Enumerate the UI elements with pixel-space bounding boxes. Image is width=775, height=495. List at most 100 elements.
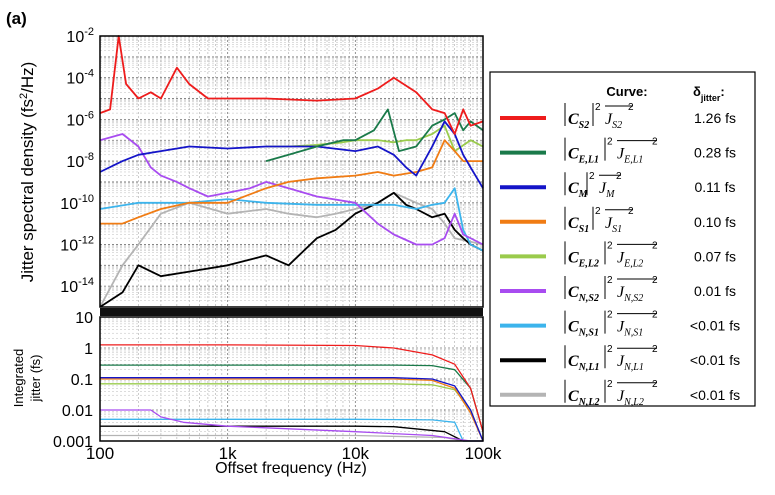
legend-spectrum-sq: 2 — [616, 171, 622, 182]
legend-coef-sub: S2 — [579, 120, 590, 131]
legend-spectrum-sq: 2 — [652, 137, 658, 148]
legend-spectrum: JS2 — [605, 111, 622, 131]
top-y-tick-exp: -14 — [78, 276, 94, 288]
top-y-tick-label: 10-2 — [66, 26, 94, 46]
bottom-series-CS2 — [100, 344, 484, 432]
x-tick-label: 1k — [219, 444, 237, 463]
legend-coef-sq: 2 — [595, 206, 601, 217]
top-ylabel-sup: 2 — [18, 93, 30, 99]
legend-spectrum-sq: 2 — [652, 240, 658, 251]
top-series-CEL1 — [265, 108, 484, 162]
bottom-series-CEL2 — [100, 383, 484, 442]
legend-coef-sub: S1 — [579, 224, 590, 235]
bottom-y-tick-label: 1 — [84, 341, 93, 358]
top-y-tick-label: 10-4 — [66, 68, 94, 88]
legend-coef-sq: 2 — [607, 137, 613, 148]
top-y-tick-base: 10 — [66, 154, 84, 171]
legend-spectrum: JM — [599, 180, 615, 200]
axis-break-bar — [100, 308, 483, 316]
legend-coef-sub: N,S2 — [578, 293, 599, 304]
x-tick-label: 100 — [86, 444, 114, 463]
legend-spectrum-sub: N,L2 — [623, 397, 644, 408]
legend-coef-sub: E,L1 — [578, 155, 599, 166]
top-y-tick-exp: -12 — [78, 234, 94, 246]
legend-spectrum: JN,S1 — [617, 319, 643, 339]
legend-spectrum: JN,S2 — [617, 284, 643, 304]
legend-coef-letter: C — [568, 180, 579, 197]
legend-coef-letter: C — [568, 215, 579, 232]
legend-spectrum-sq: 2 — [652, 310, 658, 321]
legend-coef: CN,L2 — [568, 388, 600, 408]
legend-spectrum-sub: E,L1 — [623, 155, 643, 166]
legend-spectrum-sub: N,S1 — [623, 328, 643, 339]
legend-spectrum-letter: J — [617, 388, 625, 405]
legend-spectrum-letter: J — [605, 111, 613, 128]
legend-jitter-value: 0.10 fs — [694, 214, 736, 230]
legend-coef-sq: 2 — [607, 240, 613, 251]
legend-coef-sq: 2 — [589, 171, 595, 182]
legend-coef-sq: 2 — [607, 310, 613, 321]
top-y-tick-exp: -4 — [84, 68, 94, 80]
legend-jitter-value: 0.11 fs — [695, 179, 736, 195]
legend-spectrum-sq: 2 — [652, 344, 658, 355]
legend-spectrum-letter: J — [617, 284, 625, 301]
legend-coef-letter: C — [568, 284, 579, 301]
legend-spectrum-letter: J — [617, 319, 625, 336]
x-axis-label: Offset frequency (Hz) — [215, 460, 367, 477]
top-y-tick-label: 10-14 — [60, 276, 94, 296]
legend-curve-header: Curve: — [606, 84, 647, 99]
bottom-y-tick-label: 0.001 — [53, 434, 93, 451]
bottom-series-CM — [100, 377, 484, 442]
legend-spectrum-letter: J — [617, 249, 625, 266]
legend-jitter-value: 0.01 fs — [694, 283, 736, 299]
legend-coef-sub: M — [578, 189, 589, 200]
bottom-series-CS1 — [100, 378, 484, 442]
bottom-y-axis-label-line1: Integrated — [11, 349, 26, 408]
legend-coef-letter: C — [568, 319, 579, 336]
legend-spectrum: JN,L2 — [617, 388, 644, 408]
top-series-CNS1 — [99, 187, 484, 252]
legend-spectrum: JE,L2 — [617, 249, 643, 269]
legend-coef-sub: E,L2 — [578, 258, 599, 269]
legend-jitter-header: δjitter: — [693, 84, 725, 103]
bottom-y-tick-labels: 10 1 0.1 0.01 0.001 — [53, 310, 93, 451]
legend-jitter-value: <0.01 fs — [690, 318, 740, 334]
legend-jitter-value: 1.26 fs — [694, 110, 736, 126]
legend-spectrum-letter: J — [599, 180, 607, 197]
top-y-tick-label: 10-6 — [66, 109, 94, 129]
bottom-y-tick-label: 0.1 — [71, 372, 93, 389]
legend-coef-sub: N,S1 — [578, 328, 599, 339]
top-series-CNS2 — [99, 133, 484, 246]
legend-coef-letter: C — [568, 146, 579, 163]
legend-coef-sq: 2 — [595, 102, 601, 113]
legend-jitter-header-sub: jitter — [700, 93, 721, 103]
top-ylabel-b: /Hz) — [18, 62, 37, 93]
legend-coef-sub: N,L2 — [578, 397, 600, 408]
top-series-CNL2 — [99, 191, 484, 308]
top-plot-frame — [99, 35, 484, 308]
legend-spectrum-sub: M — [605, 189, 615, 200]
top-y-tick-base: 10 — [60, 196, 78, 213]
top-y-tick-label: 10-8 — [66, 151, 94, 171]
legend-spectrum-sub: E,L2 — [623, 258, 643, 269]
legend-coef: CE,L2 — [568, 249, 599, 269]
bottom-y-tick-label: 10 — [75, 310, 93, 327]
top-series-group — [99, 35, 484, 308]
legend-coef: CE,L1 — [568, 146, 599, 166]
bottom-y-tick-label: 0.01 — [62, 403, 93, 420]
top-y-tick-base: 10 — [66, 71, 84, 88]
legend-coef: CN,L1 — [568, 353, 600, 373]
top-ylabel-a: Jitter spectral density (fs — [18, 99, 37, 282]
legend-coef-sub: N,L1 — [578, 362, 600, 373]
legend-coef: CS1 — [568, 215, 589, 235]
legend-coef: CN,S1 — [568, 319, 599, 339]
